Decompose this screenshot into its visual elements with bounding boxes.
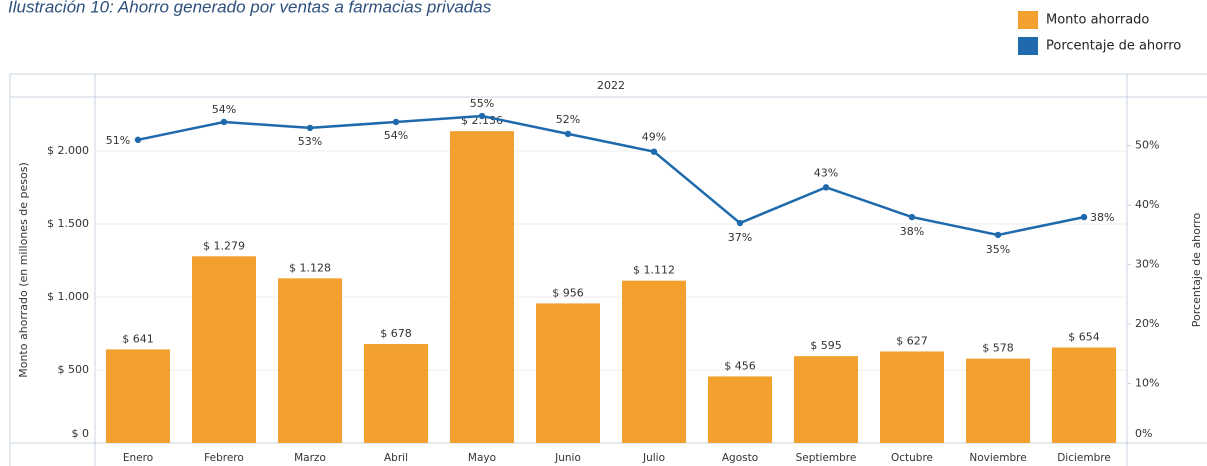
point — [306, 124, 314, 132]
y-tick-label: $ 500 — [58, 363, 90, 376]
x-tick-label: Febrero — [204, 452, 244, 464]
legend-swatch — [1018, 11, 1038, 29]
bar-label: $ 1.112 — [633, 264, 675, 277]
y2-tick-label: 30% — [1135, 258, 1159, 271]
y2-axis-title: Porcentaje de ahorro — [1190, 213, 1203, 328]
x-tick-label: Julio — [642, 452, 665, 464]
y2-tick-label: 20% — [1135, 317, 1159, 330]
bar — [192, 256, 256, 443]
y-tick-label: $ 1.000 — [47, 290, 89, 303]
bar-label: $ 1.128 — [289, 261, 331, 274]
bar — [278, 278, 342, 443]
bar — [794, 356, 858, 443]
point — [392, 118, 400, 126]
y-tick-label: $ 1.500 — [47, 217, 89, 230]
bar — [536, 303, 600, 443]
line — [137, 114, 1085, 237]
point-label: 52% — [556, 113, 580, 126]
legend-swatch — [1018, 37, 1038, 55]
point-label: 38% — [1090, 211, 1114, 224]
x-tick-label: Noviembre — [969, 452, 1026, 464]
point — [1080, 213, 1088, 221]
point — [736, 219, 744, 227]
x-tick-label: Marzo — [294, 452, 326, 464]
x-tick-label: Octubre — [891, 452, 933, 464]
point-label: 35% — [986, 243, 1010, 256]
bar — [450, 131, 514, 443]
point-label: 51% — [106, 134, 130, 147]
header: 2022 — [597, 79, 625, 92]
point-label: 54% — [384, 129, 408, 142]
bar — [622, 280, 686, 443]
y2-tick-label: 10% — [1135, 377, 1159, 390]
x-tick-label: Junio — [554, 452, 581, 464]
point — [908, 213, 916, 221]
bar-label: $ 1.279 — [203, 239, 245, 252]
point-label: 55% — [470, 97, 494, 110]
bar — [106, 349, 170, 443]
point — [478, 112, 486, 120]
x-tick-label: Mayo — [468, 452, 496, 464]
legend-label: Porcentaje de ahorro — [1046, 39, 1181, 54]
x-tick-label: Enero — [123, 452, 153, 464]
bar — [708, 376, 772, 443]
x-tick-label: Septiembre — [796, 452, 857, 464]
bar — [1052, 347, 1116, 443]
point-label: 54% — [212, 103, 236, 116]
point — [994, 231, 1002, 239]
bar-label: $ 956 — [552, 286, 584, 299]
y-tick-label: $ 2.000 — [47, 144, 89, 157]
point-label: 37% — [728, 231, 752, 244]
bar-label: $ 595 — [810, 339, 842, 352]
bar-label: $ 627 — [896, 334, 928, 347]
point-label: 38% — [900, 225, 924, 238]
bar-label: $ 654 — [1068, 331, 1100, 344]
point — [564, 130, 572, 138]
bar — [364, 344, 428, 443]
x-tick-label: Abril — [384, 452, 408, 464]
bar-label: $ 578 — [982, 342, 1014, 355]
bar — [966, 358, 1030, 443]
y2-tick-label: 0% — [1135, 427, 1152, 440]
y2-tick-label: 40% — [1135, 198, 1159, 211]
y-axis-title: Monto ahorrado (en millones de pesos) — [17, 162, 30, 378]
bar-label: $ 678 — [380, 327, 412, 340]
bar — [880, 351, 944, 443]
point — [134, 136, 142, 144]
x-tick-label: Diciembre — [1057, 452, 1111, 464]
point — [220, 118, 228, 126]
point-label: 43% — [814, 166, 838, 179]
point-label: 49% — [642, 131, 666, 144]
chart-title: Ilustración 10: Ahorro generado por vent… — [8, 0, 492, 16]
y2-tick-label: 50% — [1135, 139, 1159, 152]
bar-label: $ 641 — [122, 332, 154, 345]
legend-label: Monto ahorrado — [1046, 13, 1149, 28]
bar-label: $ 456 — [724, 359, 756, 372]
point — [650, 148, 658, 155]
point-label: 53% — [298, 135, 322, 148]
point — [822, 184, 830, 191]
y-tick-label: $ 0 — [72, 427, 90, 440]
x-tick-label: Agosto — [722, 452, 758, 464]
